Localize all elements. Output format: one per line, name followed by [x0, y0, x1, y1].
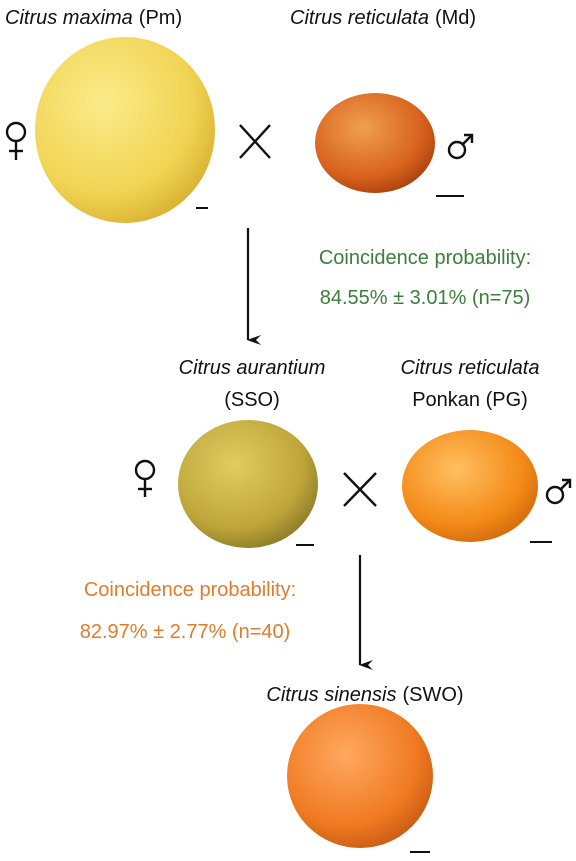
parent-species: Citrus reticulata — [401, 357, 540, 379]
probability-label: Coincidence probability: — [319, 247, 531, 269]
female-symbol — [5, 121, 27, 160]
fruit-mandarin — [315, 93, 435, 193]
fruit-sweet-orange — [287, 704, 433, 848]
probability-label: Coincidence probability: — [84, 579, 296, 601]
fruit-sour-orange — [178, 420, 318, 548]
probability-value: 82.97% ± 2.77% (n=40) — [80, 621, 291, 643]
cross-symbol — [239, 124, 271, 159]
fruit-pummelo — [35, 37, 215, 223]
parent-code: Ponkan (PG) — [412, 389, 528, 411]
parent-label: Citrus maxima (Pm) — [5, 7, 182, 29]
parent-species: Citrus aurantium — [179, 357, 326, 379]
probability-value: 84.55% ± 3.01% (n=75) — [320, 287, 531, 309]
male-symbol — [447, 133, 474, 160]
parent-label: Citrus reticulata (Md) — [290, 7, 476, 29]
female-symbol — [134, 459, 156, 497]
offspring-label: Citrus sinensis (SWO) — [266, 684, 463, 706]
male-symbol — [545, 478, 572, 505]
cross-symbol — [343, 472, 377, 507]
fruit-ponkan — [402, 430, 538, 542]
parent-code: (SSO) — [224, 389, 280, 411]
